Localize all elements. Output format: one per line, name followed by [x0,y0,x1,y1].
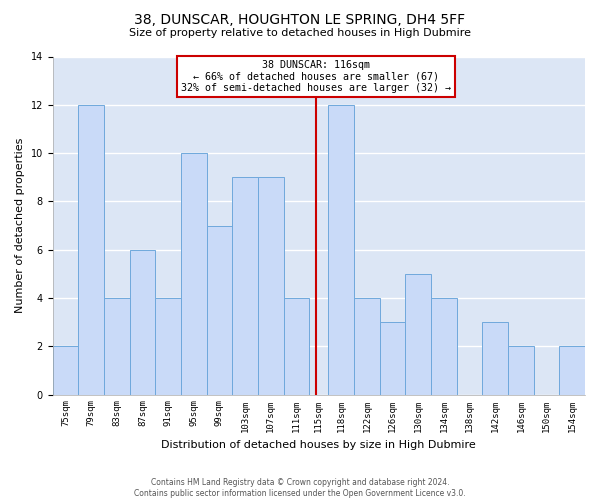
Bar [328,105,354,395]
Bar [406,274,431,394]
Bar [104,298,130,394]
Text: 38 DUNSCAR: 116sqm
← 66% of detached houses are smaller (67)
32% of semi-detache: 38 DUNSCAR: 116sqm ← 66% of detached hou… [181,60,451,94]
Bar [431,298,457,394]
Y-axis label: Number of detached properties: Number of detached properties [15,138,25,313]
Bar [258,177,284,394]
Bar [482,322,508,394]
Bar [53,346,79,395]
Bar [354,298,380,394]
Bar [181,153,206,394]
Bar [130,250,155,394]
Text: Size of property relative to detached houses in High Dubmire: Size of property relative to detached ho… [129,28,471,38]
X-axis label: Distribution of detached houses by size in High Dubmire: Distribution of detached houses by size … [161,440,476,450]
Bar [79,105,104,395]
Bar [380,322,406,394]
Text: Contains HM Land Registry data © Crown copyright and database right 2024.
Contai: Contains HM Land Registry data © Crown c… [134,478,466,498]
Bar [508,346,533,395]
Bar [559,346,585,395]
Bar [232,177,258,394]
Bar [206,226,232,394]
Text: 38, DUNSCAR, HOUGHTON LE SPRING, DH4 5FF: 38, DUNSCAR, HOUGHTON LE SPRING, DH4 5FF [134,12,466,26]
Bar [284,298,309,394]
Bar [155,298,181,394]
